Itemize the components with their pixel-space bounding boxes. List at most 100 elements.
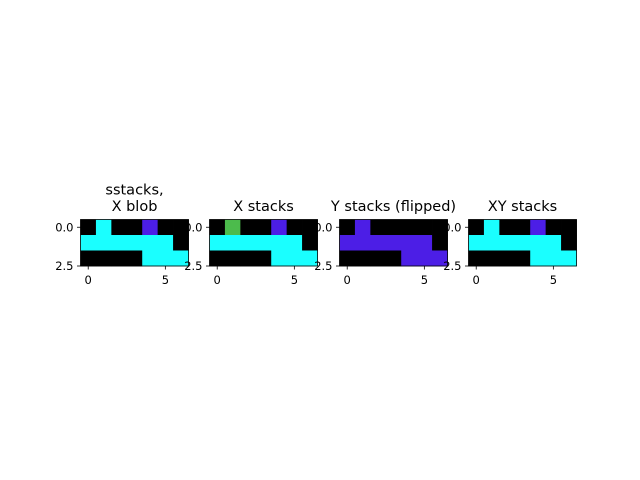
heatmap-cell [545,219,562,236]
x-tick-label: 5 [291,273,298,287]
panel-2: 0 5 0.0 2.5 X stacks [184,199,318,287]
heatmap-cell [240,250,257,267]
panel-title: X stacks [233,199,294,215]
x-tick-label: 0 [214,273,221,287]
y-tick-label: 0.0 [314,220,332,234]
axes-frame [468,219,577,267]
panel-title: XY stacks [488,199,557,215]
heatmap-cell [142,235,159,251]
heatmap-cell [468,235,485,251]
heatmap-cell [354,250,371,267]
heatmap-cell [271,235,288,251]
heatmap-cell [255,219,272,236]
heatmap-cell [157,235,174,251]
heatmap-cell [354,219,371,236]
heatmap-cell [401,235,418,251]
heatmap-cell [224,250,241,267]
heatmap-cell [530,250,547,267]
heatmap-cell [286,219,303,236]
x-tick-label: 0 [85,273,92,287]
heatmap-cell [302,219,318,236]
heatmap-cell [514,235,531,251]
heatmap-cell [499,219,516,236]
heatmap-cell [80,250,97,267]
heatmap-cell [401,219,418,236]
heatmap-cell [385,250,402,267]
heatmap-cell [224,219,241,236]
heatmap-cell [530,235,547,251]
heatmap-cell [142,219,159,236]
heatmap-cell [483,219,500,236]
heatmap-cell [499,250,516,267]
heatmap-cell [468,250,485,267]
heatmap-cell [240,235,257,251]
heatmap-cell [271,219,288,236]
heatmap-cell [416,235,433,251]
axes-frame [339,219,448,267]
heatmap-cell [385,235,402,251]
heatmap-cell [255,250,272,267]
heatmap-cell [240,219,257,236]
panel-3: 0 5 0.0 2.5 Y stacks (flipped) [314,199,456,287]
heatmap-cell [416,219,433,236]
heatmap-cell [483,235,500,251]
heatmap-cell [432,235,448,251]
heatmap-cell [514,250,531,267]
axes-frame [209,219,318,267]
heatmap-cell [339,219,356,236]
heatmap-cell [339,235,356,251]
heatmap-cell [111,235,128,251]
heatmap-cell [432,219,448,236]
x-tick-label: 5 [550,273,557,287]
x-tick-label: 0 [473,273,480,287]
y-tick-label: 2.5 [184,259,202,273]
heatmap-cell [142,250,159,267]
heatmap-cell [224,235,241,251]
heatmap-cell [111,219,128,236]
x-tick-label: 0 [344,273,351,287]
heatmap-cell [545,235,562,251]
heatmap-cell [95,235,112,251]
heatmap-cell [111,250,128,267]
heatmap-cell [561,219,577,236]
heatmap-cell [370,250,387,267]
x-tick-label: 5 [162,273,169,287]
y-tick-label: 2.5 [443,259,461,273]
heatmap-cell [483,250,500,267]
panel-title: sstacks, [105,183,163,199]
x-tick-label: 5 [421,273,428,287]
heatmap-cell [173,219,189,236]
heatmap-cell [173,235,189,251]
heatmap-cell [354,235,371,251]
heatmap-cell [530,219,547,236]
heatmap-cell [286,235,303,251]
axes-frame [80,219,189,267]
y-tick-label: 0.0 [184,220,202,234]
heatmap-cell [468,219,485,236]
heatmap-cell [209,250,226,267]
heatmap-cell [370,219,387,236]
heatmap-cell [561,250,577,267]
heatmap-cell [416,250,433,267]
heatmap-cell [499,235,516,251]
heatmap-cell [545,250,562,267]
heatmap-cell [432,250,448,267]
heatmap-cell [561,235,577,251]
heatmap-cell [370,235,387,251]
heatmap-cell [157,219,174,236]
y-tick-label: 2.5 [314,259,332,273]
heatmap-cell [401,250,418,267]
panel-1: 0 5 0.0 2.5 sstacks,X blob [55,183,189,287]
heatmap-cell [80,235,97,251]
heatmap-cell [126,235,143,251]
heatmap-cell [95,219,112,236]
heatmap-cell [157,250,174,267]
heatmap-cell [339,250,356,267]
heatmap-cell [126,250,143,267]
heatmap-cell [95,250,112,267]
heatmap-cell [514,219,531,236]
heatmap-cell [271,250,288,267]
heatmap-cell [302,235,318,251]
y-tick-label: 0.0 [55,220,73,234]
